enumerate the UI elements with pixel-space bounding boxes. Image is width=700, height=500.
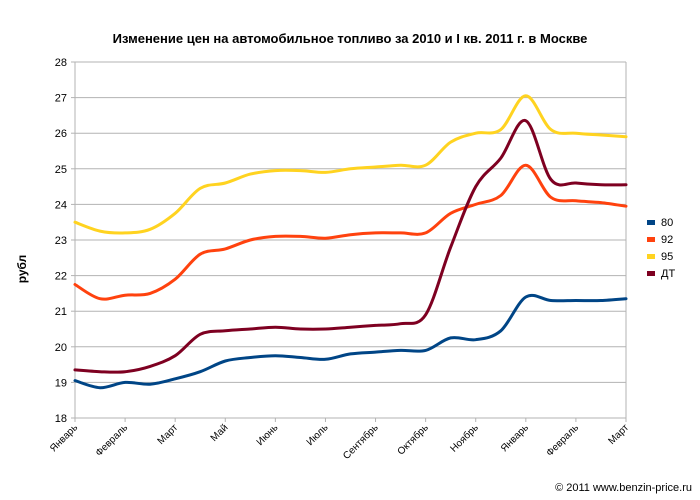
x-tick-label: Июнь bbox=[255, 422, 281, 448]
legend-label: 95 bbox=[661, 250, 674, 263]
legend-swatch bbox=[647, 237, 655, 242]
y-tick-label: 23 bbox=[55, 235, 67, 247]
x-tick-label: Март bbox=[606, 422, 631, 447]
legend-label: ДТ bbox=[661, 267, 676, 280]
chart-title: Изменение цен на автомобильное топливо з… bbox=[112, 31, 588, 46]
x-tick-label: Сентябрь bbox=[340, 422, 380, 462]
legend-label: 80 bbox=[661, 216, 674, 229]
y-tick-label: 21 bbox=[55, 306, 67, 318]
y-tick-label: 22 bbox=[55, 271, 67, 283]
y-tick-label: 25 bbox=[55, 164, 67, 176]
x-tick-label: Январь bbox=[48, 422, 80, 454]
copyright-text: © 2011 www.benzin-price.ru bbox=[555, 482, 692, 494]
legend-item: 92 bbox=[647, 231, 675, 248]
axes bbox=[71, 61, 627, 422]
y-tick-label: 19 bbox=[55, 377, 67, 389]
y-tick-label: 27 bbox=[55, 93, 67, 105]
series-lines bbox=[73, 94, 628, 390]
y-axis-label: рубл bbox=[15, 254, 29, 284]
legend-swatch bbox=[647, 254, 655, 259]
legend: 80 92 95 ДТ bbox=[647, 214, 675, 282]
x-tick-label: Январь bbox=[499, 422, 531, 454]
series-line-80 bbox=[73, 293, 628, 390]
series-line-ДТ bbox=[73, 119, 628, 374]
x-tick-label: Май bbox=[209, 422, 231, 444]
x-tick-label: Март bbox=[156, 422, 181, 447]
legend-swatch bbox=[647, 271, 655, 276]
x-tick-label: Февраль bbox=[94, 422, 131, 459]
y-tick-label: 28 bbox=[55, 57, 67, 69]
x-tick-labels: Январь Февраль Март Май Июнь Июль Сентябрь Октя… bbox=[48, 422, 631, 462]
y-tick-label: 20 bbox=[55, 342, 67, 354]
x-tick-label: Февраль bbox=[545, 422, 582, 459]
legend-item: ДТ bbox=[647, 265, 675, 282]
series-line-95 bbox=[73, 94, 628, 235]
legend-label: 92 bbox=[661, 233, 674, 246]
y-tick-label: 26 bbox=[55, 128, 67, 140]
legend-swatch bbox=[647, 220, 655, 225]
legend-item: 95 bbox=[647, 248, 675, 265]
series-line-92 bbox=[73, 163, 628, 301]
y-tick-label: 24 bbox=[55, 199, 67, 211]
legend-item: 80 bbox=[647, 214, 675, 231]
x-tick-label: Июль bbox=[305, 422, 331, 448]
y-tick-label: 18 bbox=[55, 413, 67, 425]
x-tick-label: Ноябрь bbox=[448, 422, 481, 455]
y-tick-labels: 18 19 20 21 22 23 24 25 26 27 28 bbox=[55, 57, 67, 425]
x-tick-label: Октябрь bbox=[395, 422, 431, 458]
